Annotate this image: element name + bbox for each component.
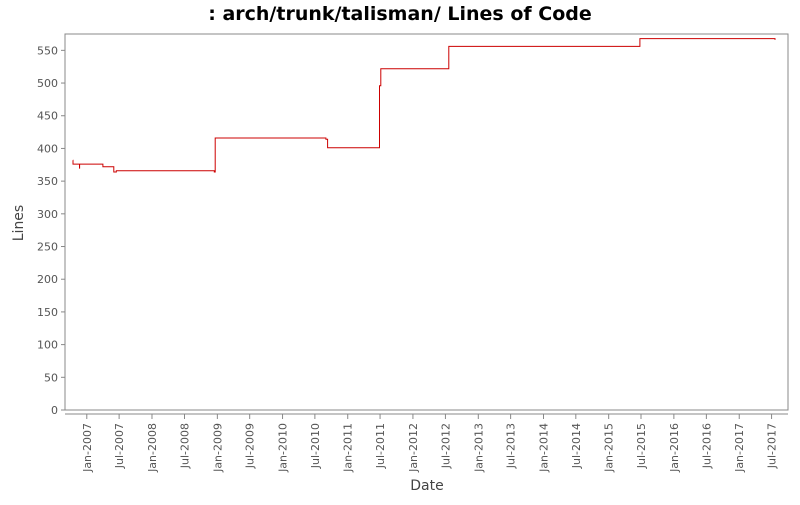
y-tick-label: 0 bbox=[51, 404, 58, 417]
y-tick-label: 500 bbox=[37, 77, 58, 90]
x-tick-label: Jan-2015 bbox=[603, 423, 616, 473]
y-tick-label: 200 bbox=[37, 273, 58, 286]
x-tick-label: Jul-2009 bbox=[244, 423, 257, 469]
x-tick-label: Jan-2007 bbox=[81, 423, 94, 473]
plot-area: 0 50 100 150 200 250 300 350 400 450 500 550 Jan-200… bbox=[37, 33, 789, 473]
x-tick-label: Jan-2010 bbox=[277, 423, 290, 473]
x-tick-label: Jul-2010 bbox=[309, 423, 322, 469]
chart-title: : arch/trunk/talisman/ Lines of Code bbox=[208, 3, 592, 25]
y-tick-label: 350 bbox=[37, 175, 58, 188]
x-tick-label: Jul-2008 bbox=[178, 423, 191, 469]
x-tick-label: Jul-2017 bbox=[766, 423, 779, 469]
y-tick-label: 50 bbox=[44, 371, 58, 384]
x-tick-label: Jan-2008 bbox=[146, 423, 159, 473]
y-tick-label: 400 bbox=[37, 142, 58, 155]
x-tick-label: Jul-2013 bbox=[505, 423, 518, 469]
x-tick-label: Jul-2007 bbox=[113, 423, 126, 469]
x-tick-label: Jan-2014 bbox=[537, 423, 550, 473]
y-axis-label: Lines bbox=[11, 205, 27, 241]
y-tick-label: 150 bbox=[37, 306, 58, 319]
x-tick-label: Jul-2016 bbox=[700, 423, 713, 469]
x-tick-label: Jul-2011 bbox=[374, 423, 387, 469]
y-tick-label: 450 bbox=[37, 110, 58, 123]
x-tick-label: Jul-2012 bbox=[439, 423, 452, 469]
x-axis-label: Date bbox=[410, 478, 443, 494]
y-tick-label: 250 bbox=[37, 241, 58, 254]
x-tick-label: Jan-2011 bbox=[342, 423, 355, 473]
series-line-0 bbox=[72, 38, 776, 173]
y-tick-label: 100 bbox=[37, 339, 58, 352]
x-tick-label: Jul-2014 bbox=[570, 423, 583, 469]
x-tick-label: Jan-2016 bbox=[668, 423, 681, 473]
x-tick-label: Jan-2013 bbox=[472, 423, 485, 473]
x-tick-label: Jan-2012 bbox=[407, 423, 420, 473]
plot-frame bbox=[64, 33, 789, 411]
y-tick-label: 550 bbox=[37, 44, 58, 57]
x-tick-label: Jul-2015 bbox=[635, 423, 648, 469]
y-tick-label: 300 bbox=[37, 208, 58, 221]
x-tick-label: Jan-2009 bbox=[211, 423, 224, 473]
x-tick-label: Jan-2017 bbox=[733, 423, 746, 473]
